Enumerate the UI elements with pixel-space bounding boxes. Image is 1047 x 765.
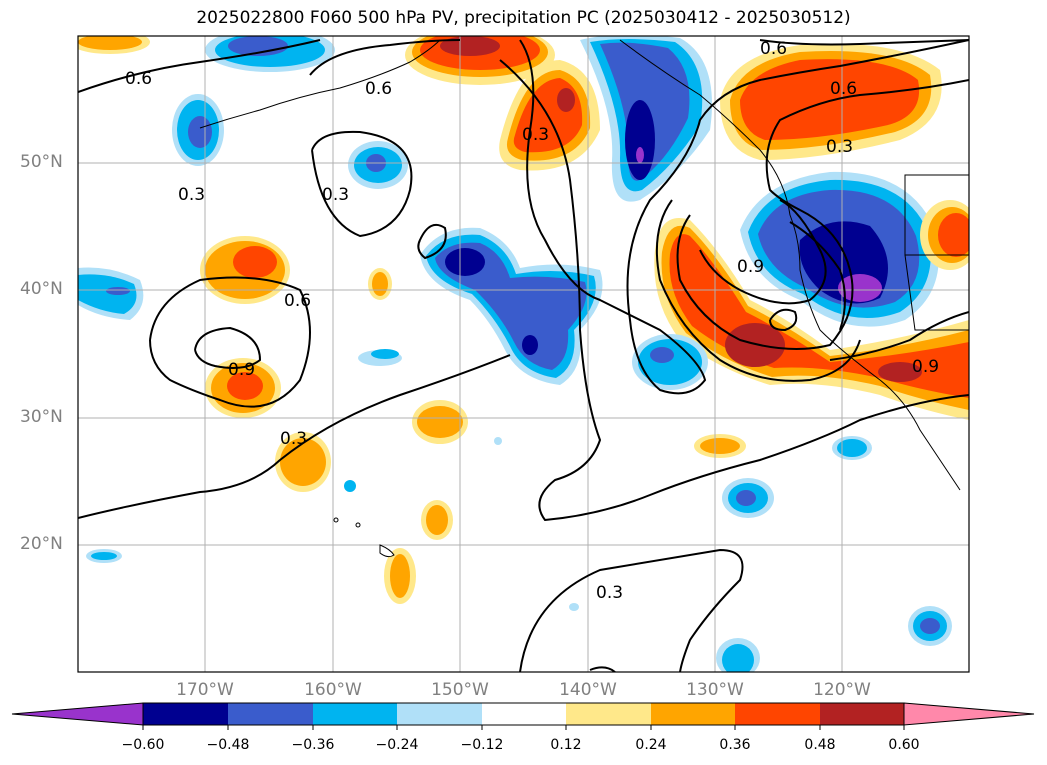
colorbar-min-arrow: [11, 702, 144, 726]
colorbar-tick-label: 0.60: [888, 737, 920, 753]
graticule: [78, 36, 969, 672]
contour-label: 0.6: [830, 79, 857, 99]
colorbar-tick-label: −0.12: [460, 737, 504, 753]
colorbar-segment: [397, 703, 482, 725]
colorbar-tick-label: −0.36: [291, 737, 335, 753]
contour-label: 0.9: [228, 360, 255, 380]
colorbar-tick-label: 0.36: [719, 737, 751, 753]
lon-label: 160°W: [304, 680, 362, 700]
pv-contours: [78, 39, 969, 672]
lat-label: 50°N: [20, 152, 63, 172]
contour-label: 0.3: [178, 185, 205, 205]
contour-label: 0.9: [912, 357, 939, 377]
colorbar: [11, 702, 1035, 730]
colorbar-tick-label: −0.48: [206, 737, 250, 753]
contour-label: 0.6: [284, 291, 311, 311]
colorbar-tick-label: 0.12: [550, 737, 582, 753]
contour-label: 0.6: [125, 69, 152, 89]
colorbar-segment: [735, 703, 820, 725]
lon-label: 120°W: [813, 680, 871, 700]
colorbar-segment: [820, 703, 904, 725]
lon-label: 140°W: [559, 680, 617, 700]
colorbar-tick-label: −0.24: [375, 737, 419, 753]
coastlines: [199, 39, 969, 558]
contour-label-group: 0.6 0.6 0.6 0.6 0.3 0.3 0.3 0.3 0.3 0.3 …: [125, 39, 939, 603]
contour-label: 0.3: [826, 137, 853, 157]
map-frame: [77, 35, 970, 673]
contour-label: 0.6: [365, 79, 392, 99]
contour-label: 0.3: [596, 583, 623, 603]
contour-label: 0.3: [322, 185, 349, 205]
contour-label: 0.9: [737, 257, 764, 277]
colorbar-segment: [482, 703, 566, 725]
colorbar-segment: [228, 703, 313, 725]
colorbar-max-arrow: [903, 702, 1035, 726]
contour-label: 0.3: [280, 429, 307, 449]
lat-label: 20°N: [20, 534, 63, 554]
lon-label: 170°W: [176, 680, 234, 700]
contour-label: 0.6: [760, 39, 787, 59]
map-plot-area: 0.6 0.6 0.6 0.6 0.3 0.3 0.3 0.3 0.3 0.3 …: [78, 36, 969, 672]
colorbar-tick-label: −0.60: [121, 737, 165, 753]
lon-label: 150°W: [431, 680, 489, 700]
colorbar-segment: [313, 703, 397, 725]
lon-label: 130°W: [686, 680, 744, 700]
precip-shading: [78, 36, 969, 672]
colorbar-segment: [566, 703, 651, 725]
colorbar-tick-label: 0.48: [804, 737, 836, 753]
colorbar-segment: [651, 703, 735, 725]
lat-label: 40°N: [20, 279, 63, 299]
contour-label: 0.3: [522, 125, 549, 145]
map-title: 2025022800 F060 500 hPa PV, precipitatio…: [196, 8, 851, 28]
lat-label: 30°N: [20, 407, 63, 427]
colorbar-tick-label: 0.24: [635, 737, 667, 753]
colorbar-segment: [143, 703, 228, 725]
